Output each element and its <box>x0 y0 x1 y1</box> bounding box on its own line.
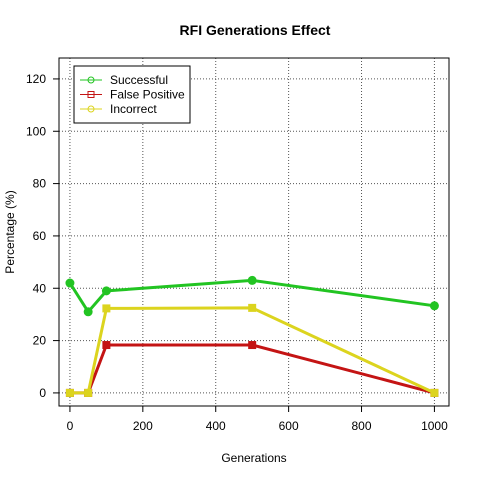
y-tick-label: 20 <box>33 334 47 348</box>
legend-label: Incorrect <box>110 102 157 116</box>
y-tick-label: 80 <box>33 177 47 191</box>
data-point <box>430 388 439 397</box>
x-tick-label: 400 <box>206 419 226 433</box>
legend-label: False Positive <box>110 88 185 102</box>
data-point <box>429 301 439 311</box>
data-point <box>248 341 257 350</box>
y-tick-label: 120 <box>26 72 46 86</box>
x-tick-label: 200 <box>133 419 153 433</box>
legend-label: Successful <box>110 73 168 87</box>
legend-marker <box>87 76 95 84</box>
y-tick-label: 40 <box>33 281 47 295</box>
data-point <box>102 304 111 313</box>
x-axis-label: Generations <box>221 451 286 465</box>
series-successful <box>65 275 439 317</box>
chart-title: RFI Generations Effect <box>180 22 331 38</box>
axes: 0 200 400 600 800 1000 0 20 40 60 80 100 120 <box>26 72 448 433</box>
y-tick-label: 60 <box>33 229 47 243</box>
y-tick-label: 0 <box>39 386 46 400</box>
x-tick-label: 600 <box>279 419 299 433</box>
data-point <box>247 275 257 285</box>
y-axis-label: Percentage (%) <box>3 190 17 273</box>
legend-marker <box>87 105 95 113</box>
y-tick-label: 100 <box>26 124 46 138</box>
data-point <box>83 307 93 317</box>
data-point <box>84 388 93 397</box>
data-point <box>65 388 74 397</box>
data-point <box>101 286 111 296</box>
plot-border <box>58 57 450 407</box>
data-point <box>248 303 257 312</box>
x-tick-label: 0 <box>67 419 74 433</box>
x-tick-label: 800 <box>352 419 372 433</box>
data-point <box>65 278 75 288</box>
data-point <box>102 341 111 350</box>
series-incorrect <box>65 303 439 397</box>
x-tick-label: 1000 <box>421 419 448 433</box>
grid <box>59 58 449 406</box>
legend-marker <box>87 91 95 98</box>
series-layer <box>65 275 439 397</box>
